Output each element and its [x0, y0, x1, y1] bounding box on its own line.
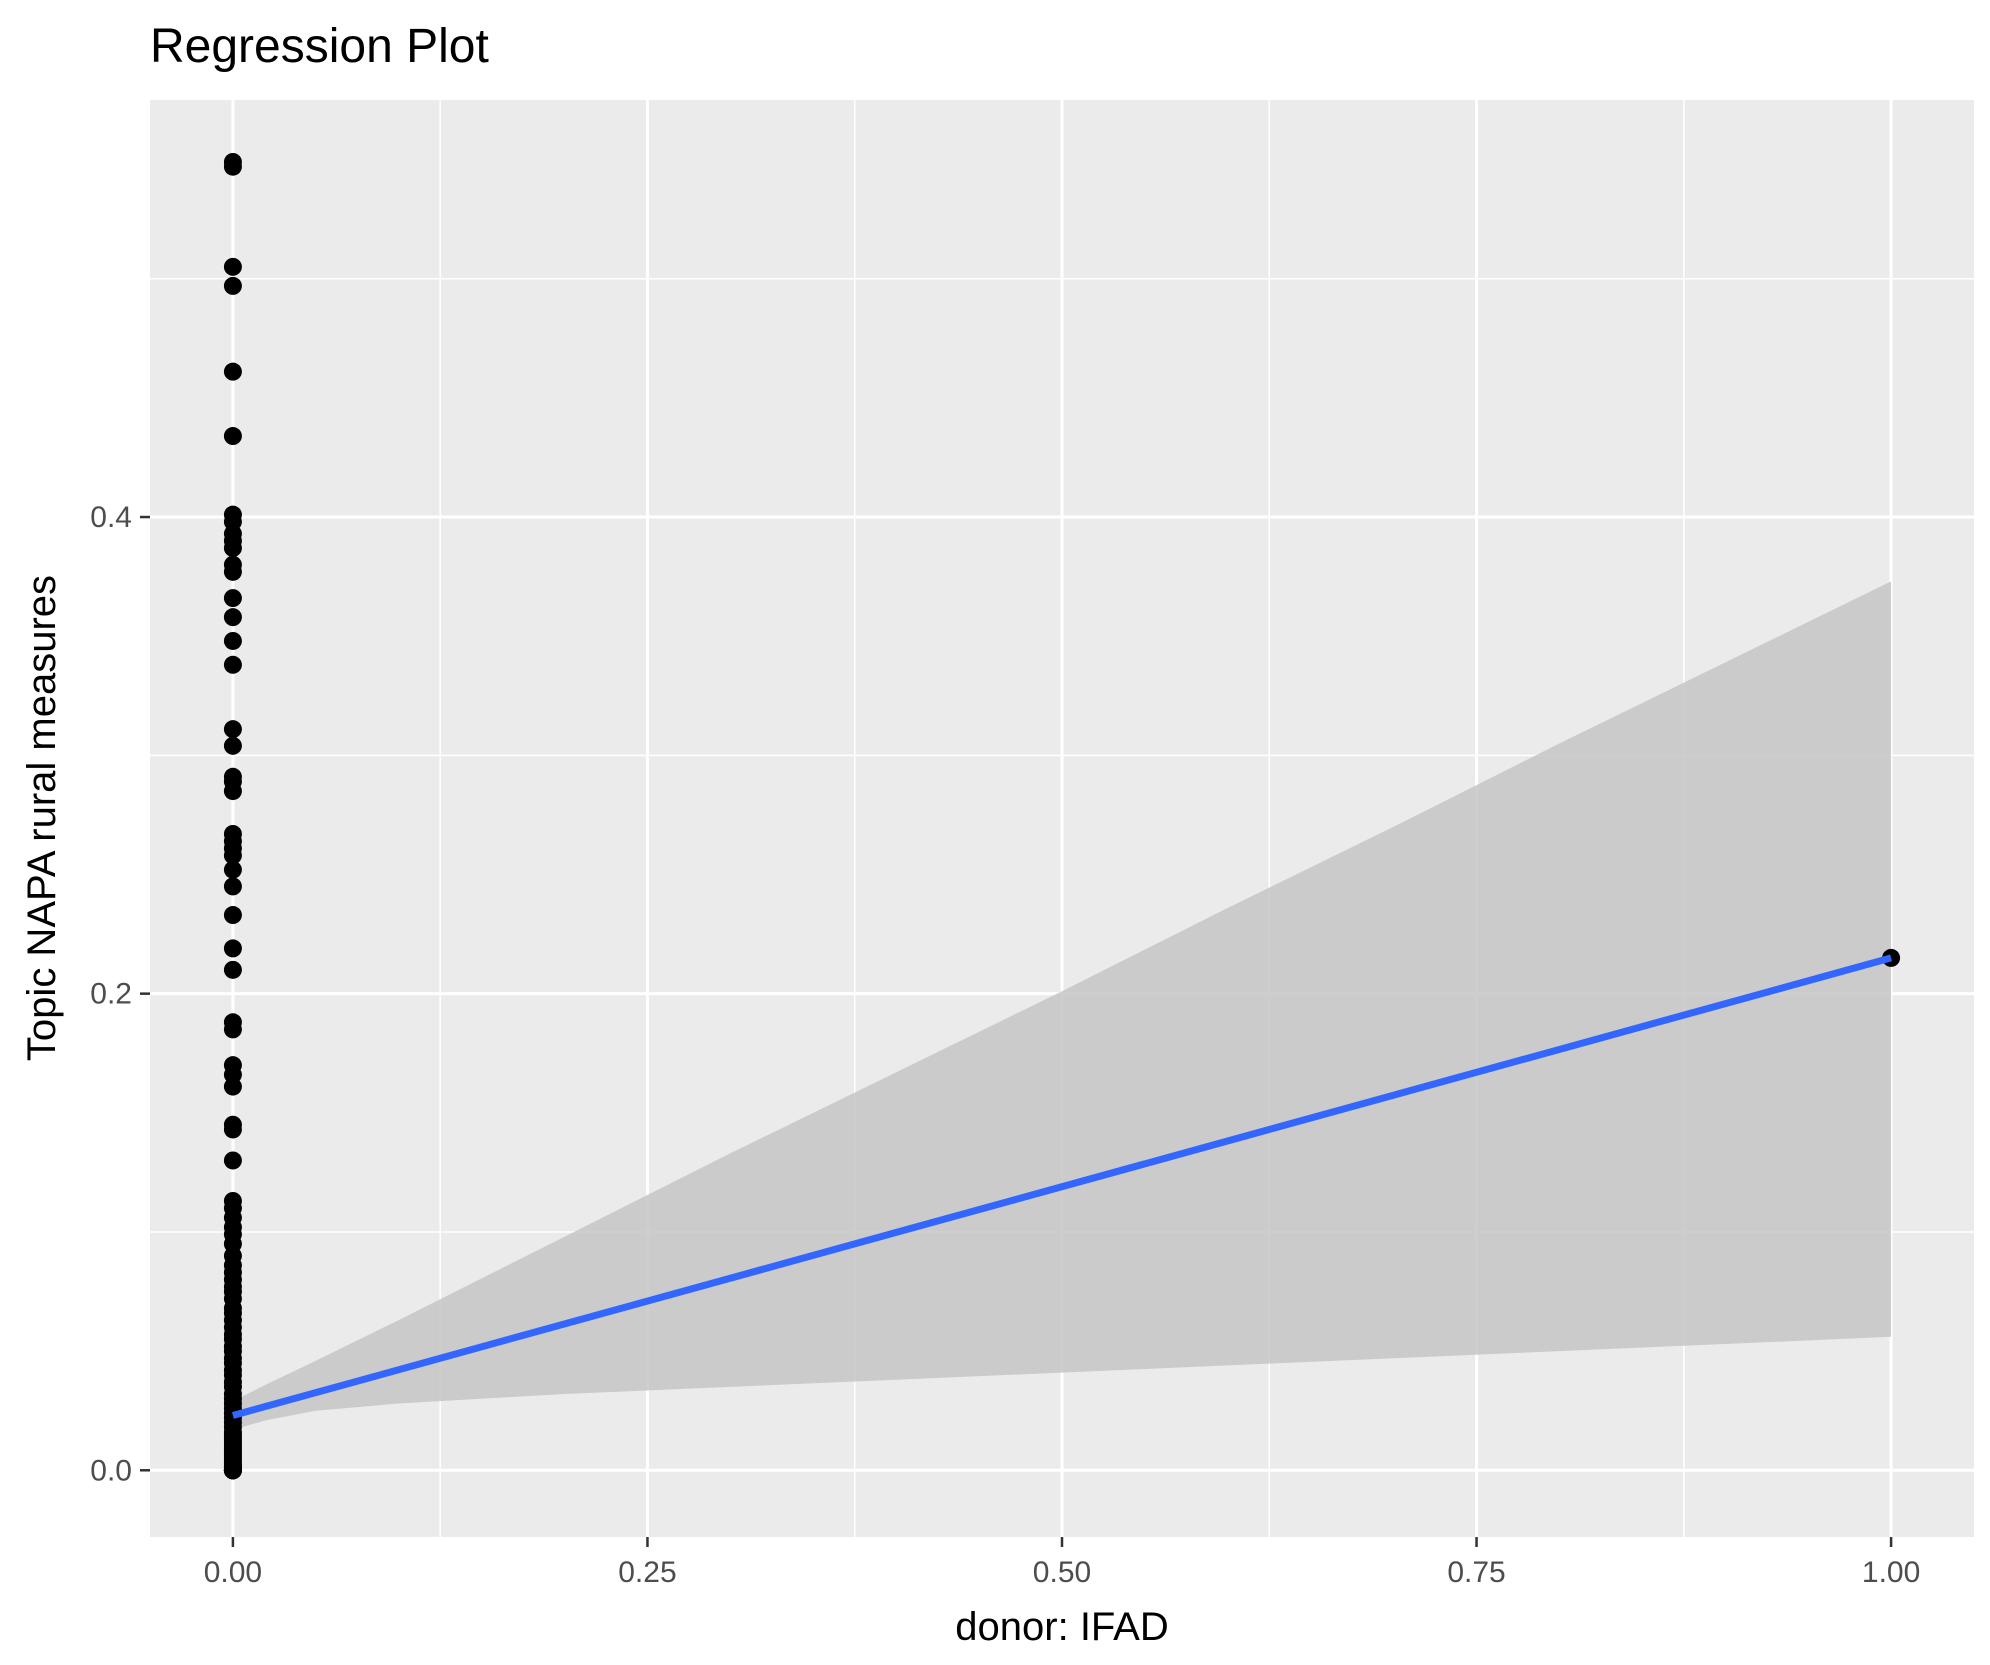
y-axis-title: Topic NAPA rural measures [20, 575, 64, 1061]
x-tick-label: 1.00 [1862, 1556, 1920, 1589]
data-point [223, 906, 242, 925]
data-point [223, 960, 242, 979]
data-point [223, 562, 242, 581]
x-tick-label: 0.00 [204, 1556, 262, 1589]
data-point [223, 1077, 242, 1096]
data-point [223, 1151, 242, 1170]
data-point [223, 720, 242, 739]
data-point [223, 846, 242, 865]
data-point [223, 427, 242, 446]
confidence-band-layer [232, 581, 1892, 1430]
data-point [223, 736, 242, 755]
data-point [223, 1461, 242, 1480]
data-points-layer [223, 152, 1901, 1480]
data-point [223, 939, 242, 958]
x-tick-label: 0.25 [618, 1556, 676, 1589]
data-point [223, 631, 242, 650]
data-point [223, 860, 242, 879]
y-tick-label: 0.2 [90, 978, 132, 1011]
data-point [223, 276, 242, 295]
x-axis-ticks: 0.00 0.25 0.50 0.75 1.00 [204, 1537, 1920, 1589]
data-point [223, 589, 242, 608]
data-point [223, 157, 242, 176]
data-point [223, 782, 242, 801]
x-tick-label: 0.75 [1447, 1556, 1505, 1589]
confidence-band [232, 581, 1892, 1430]
y-tick-label: 0.4 [90, 501, 132, 534]
data-point [223, 1020, 242, 1039]
y-tick-label: 0.0 [90, 1454, 132, 1487]
x-axis-title: donor: IFAD [955, 1605, 1168, 1649]
regression-line [231, 954, 1893, 1419]
data-point [223, 608, 242, 627]
data-point [223, 1120, 242, 1139]
data-point [223, 877, 242, 896]
regression-line-layer [231, 954, 1893, 1419]
data-point [223, 539, 242, 558]
data-point [223, 362, 242, 381]
y-axis-ticks: 0.0 0.2 0.4 [90, 501, 150, 1487]
data-point [223, 257, 242, 276]
data-point [223, 655, 242, 674]
chart-title: Regression Plot [150, 20, 489, 73]
x-tick-label: 0.50 [1033, 1556, 1091, 1589]
